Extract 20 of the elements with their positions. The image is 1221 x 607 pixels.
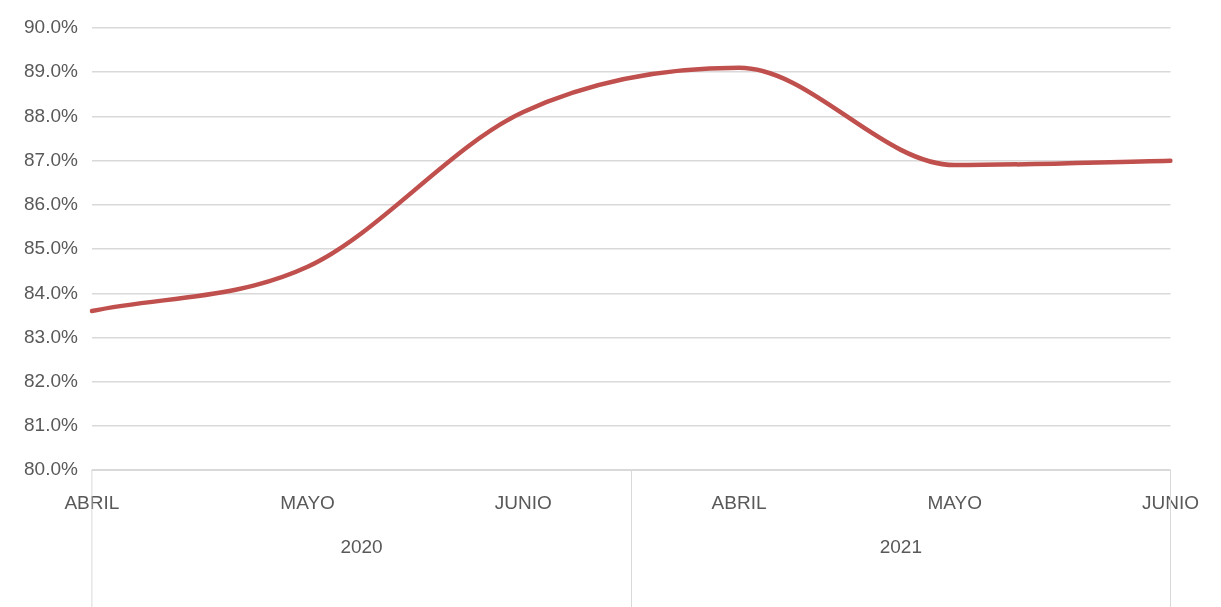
- text: 2021: [879, 536, 922, 558]
- y-tick-label: 82.0%: [24, 369, 78, 391]
- x-tick-label: MAYO: [927, 491, 983, 513]
- y-tick-label: 83.0%: [24, 325, 78, 347]
- x-tick-label: MAYO: [280, 491, 335, 513]
- y-tick-label: 80.0%: [24, 458, 78, 480]
- y-tick-label: 88.0%: [24, 104, 78, 126]
- x-tick-label: ABRIL: [64, 491, 120, 513]
- line-series: [89, 65, 1173, 314]
- y-tick-label: 87.0%: [24, 148, 78, 170]
- y-tick-label: 90.0%: [24, 16, 78, 38]
- y-tick-label: 86.0%: [24, 193, 78, 215]
- y-tick-label: 84.0%: [24, 281, 78, 303]
- y-tick-label: 89.0%: [24, 60, 78, 82]
- y-tick-label: 85.0%: [24, 237, 78, 259]
- x-tick-label: ABRIL: [711, 491, 767, 513]
- x-tick-label: JUNIO: [1142, 491, 1199, 513]
- text: 2020: [340, 536, 383, 558]
- y-tick-label: 81.0%: [24, 414, 78, 436]
- x-tick-label: JUNIO: [494, 491, 552, 513]
